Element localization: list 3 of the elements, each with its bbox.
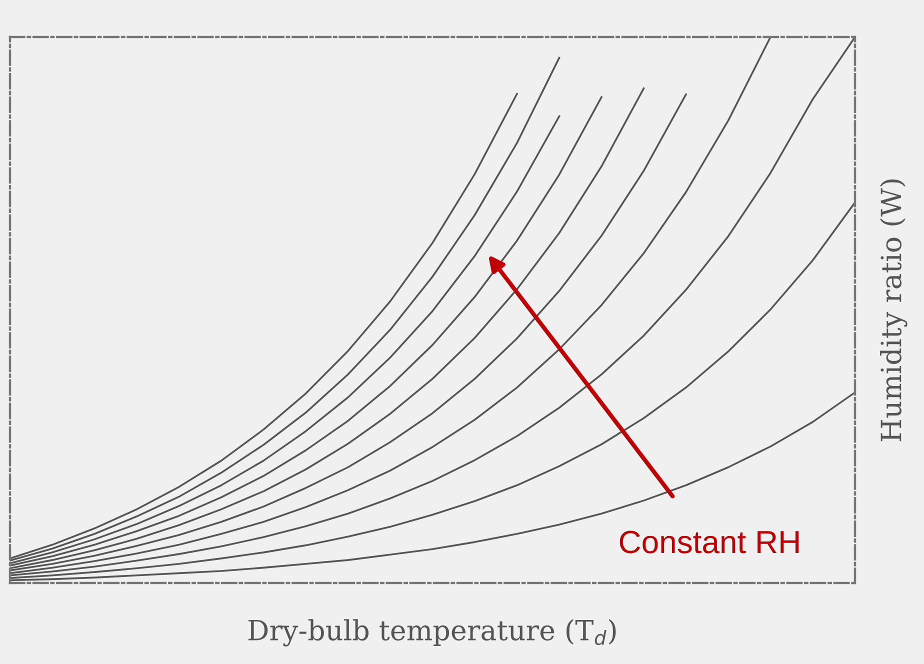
x-axis-title: Dry-bulb temperature (T$_{d}$) (248, 619, 616, 646)
y-axis-title: Humidity ratio (W) (880, 180, 908, 442)
annotation: Constant RH (620, 530, 798, 554)
